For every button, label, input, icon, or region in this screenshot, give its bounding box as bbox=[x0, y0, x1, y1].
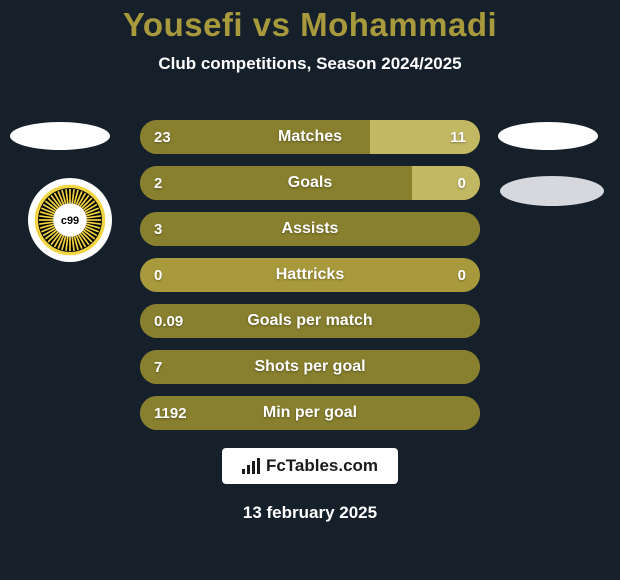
stat-label: Matches bbox=[140, 120, 480, 154]
stat-rows: 2311Matches 20Goals 3Assists 00Hattricks 0.0… bbox=[140, 120, 480, 442]
player-right-avatar-placeholder-bottom bbox=[500, 176, 604, 206]
stat-row: 20Goals bbox=[140, 166, 480, 200]
player-left-avatar-placeholder bbox=[10, 122, 110, 150]
stat-row: 2311Matches bbox=[140, 120, 480, 154]
stat-row: 00Hattricks bbox=[140, 258, 480, 292]
stat-label: Min per goal bbox=[140, 396, 480, 430]
stat-label: Goals bbox=[140, 166, 480, 200]
stat-row: 7Shots per goal bbox=[140, 350, 480, 384]
stat-row: 3Assists bbox=[140, 212, 480, 246]
stat-label: Hattricks bbox=[140, 258, 480, 292]
brand-bars-icon bbox=[242, 458, 260, 474]
subtitle: Club competitions, Season 2024/2025 bbox=[0, 54, 620, 74]
club-badge-icon: c99 bbox=[28, 178, 112, 262]
brand-badge: FcTables.com bbox=[222, 448, 398, 484]
date-text: 13 february 2025 bbox=[0, 503, 620, 523]
stat-label: Shots per goal bbox=[140, 350, 480, 384]
player-right-avatar-placeholder-top bbox=[498, 122, 598, 150]
svg-text:c99: c99 bbox=[61, 215, 79, 227]
stat-label: Goals per match bbox=[140, 304, 480, 338]
page-title: Yousefi vs Mohammadi bbox=[0, 0, 620, 44]
player-left-club-badge: c99 bbox=[28, 178, 112, 262]
brand-text: FcTables.com bbox=[266, 456, 378, 476]
stat-label: Assists bbox=[140, 212, 480, 246]
stat-row: 0.09Goals per match bbox=[140, 304, 480, 338]
stat-row: 1192Min per goal bbox=[140, 396, 480, 430]
comparison-card: Yousefi vs Mohammadi Club competitions, … bbox=[0, 0, 620, 580]
